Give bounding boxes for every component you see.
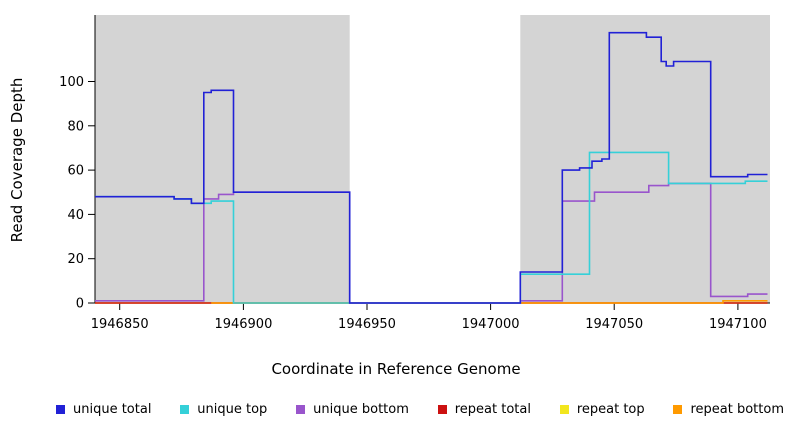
x-tick-label: 1946900	[214, 317, 272, 332]
legend-item-unique-top: unique top	[180, 402, 267, 417]
legend-swatch	[56, 405, 65, 414]
y-tick-label: 40	[67, 208, 84, 223]
y-tick-label: 0	[76, 297, 84, 312]
legend-label: unique total	[73, 402, 152, 417]
x-tick-label: 1947000	[462, 317, 520, 332]
legend-item-unique-total: unique total	[56, 402, 151, 417]
y-tick-label: 100	[59, 75, 84, 90]
x-axis-label: Coordinate in Reference Genome	[271, 360, 521, 378]
y-axis-label: Read Coverage Depth	[8, 78, 26, 243]
series-unique-total	[95, 31, 768, 304]
legend-label: unique bottom	[313, 402, 409, 417]
legend-item-repeat-total: repeat total	[437, 402, 531, 417]
legend-swatch	[180, 405, 190, 414]
plot-area: Read Coverage Depth 1946850 1946900 194695…	[8, 15, 770, 332]
legend-label: repeat top	[576, 402, 645, 417]
y-tick-label: 60	[67, 164, 84, 179]
legend-item-repeat-bottom: repeat bottom	[673, 402, 784, 417]
x-tick-label: 1947100	[709, 317, 767, 332]
masked-region	[95, 15, 350, 303]
y-tick-label: 80	[67, 119, 84, 134]
legend-swatch	[559, 405, 569, 414]
x-tick-label: 1946950	[338, 317, 396, 332]
legend-swatch	[673, 405, 683, 414]
legend-item-repeat-top: repeat top	[559, 402, 645, 417]
legend-label: repeat bottom	[690, 402, 784, 417]
legend-swatch	[437, 405, 447, 414]
y-tick-label: 20	[67, 252, 84, 267]
legend-swatch	[296, 405, 306, 414]
masked-region	[520, 15, 770, 303]
legend-label: unique top	[197, 402, 268, 417]
x-tick-label: 1947050	[585, 317, 643, 332]
legend: unique total unique top unique bottom repea…	[0, 402, 792, 417]
legend-label: repeat total	[454, 402, 531, 417]
x-tick-label: 1946850	[91, 317, 149, 332]
legend-item-unique-bottom: unique bottom	[296, 402, 409, 417]
